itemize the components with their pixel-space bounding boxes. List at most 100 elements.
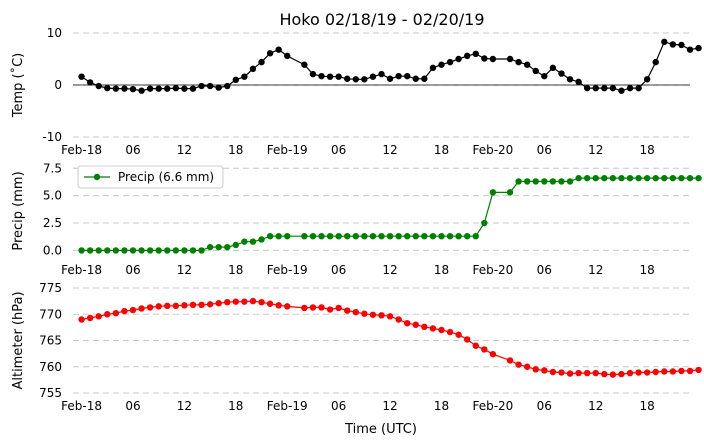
data-point — [78, 73, 85, 80]
data-point — [378, 312, 385, 319]
x-tick-label: 06 — [331, 399, 346, 413]
data-point — [455, 232, 462, 240]
data-point — [601, 84, 608, 92]
x-tick-label: 18 — [228, 399, 243, 413]
data-point — [215, 243, 222, 251]
data-point — [181, 85, 188, 92]
x-tick-label: 06 — [125, 263, 140, 277]
data-point — [344, 307, 351, 314]
data-point — [549, 368, 557, 376]
data-point — [532, 67, 539, 75]
data-point — [86, 314, 94, 322]
data-point — [121, 307, 128, 315]
y-tick-label: 770 — [39, 307, 62, 321]
x-tick-label: 12 — [382, 263, 397, 277]
series-line — [81, 177, 699, 251]
data-point — [506, 55, 514, 63]
data-point — [215, 84, 222, 91]
data-point — [618, 87, 625, 94]
series-line — [81, 300, 699, 376]
data-point — [318, 72, 325, 80]
data-point — [232, 76, 240, 84]
data-point — [309, 70, 317, 78]
data-point — [155, 303, 162, 310]
data-point — [258, 58, 265, 66]
data-point — [78, 316, 85, 323]
data-point — [258, 298, 265, 306]
x-axis-label: Time (UTC) — [344, 422, 417, 437]
data-point — [601, 174, 608, 182]
data-point — [652, 58, 659, 66]
data-point — [583, 369, 591, 377]
data-point — [241, 298, 248, 305]
data-point — [198, 301, 205, 308]
data-point — [335, 73, 342, 80]
x-tick-label: Feb-19 — [267, 143, 308, 157]
data-point — [386, 232, 394, 240]
data-point — [249, 297, 257, 305]
data-point — [566, 178, 574, 185]
data-point — [301, 304, 308, 312]
data-point — [678, 367, 685, 375]
x-tick-label: 12 — [177, 143, 192, 157]
data-point — [344, 232, 351, 240]
data-point — [643, 369, 651, 376]
data-point — [669, 41, 677, 48]
y-axis-label: Temp (˚C) — [10, 53, 26, 119]
data-point — [198, 82, 205, 90]
data-point — [669, 174, 677, 182]
data-point — [189, 247, 197, 254]
x-tick-label: 18 — [228, 143, 243, 157]
data-point — [258, 236, 265, 243]
y-tick-label: 5.0 — [43, 189, 62, 203]
x-tick-label: 12 — [588, 399, 603, 413]
y-tick-label: 7.5 — [43, 161, 62, 175]
data-point — [232, 298, 240, 305]
x-tick-label: 06 — [125, 143, 140, 157]
data-point — [361, 232, 368, 240]
data-point — [164, 85, 171, 92]
data-point — [352, 76, 359, 83]
data-point — [146, 304, 154, 311]
data-point — [481, 219, 488, 227]
y-tick-label: 10 — [47, 26, 62, 40]
data-point — [455, 331, 462, 338]
data-point — [284, 303, 291, 310]
data-point — [335, 232, 342, 240]
y-axis-label: Precip (mm) — [11, 171, 26, 250]
data-point — [369, 73, 377, 80]
data-point — [472, 232, 479, 240]
y-tick-label: 775 — [39, 281, 62, 295]
data-point — [138, 87, 145, 94]
x-tick-label: 06 — [537, 399, 552, 413]
x-tick-label: 18 — [434, 263, 449, 277]
data-point — [549, 178, 557, 185]
data-point — [463, 336, 471, 343]
data-point — [395, 72, 402, 80]
y-tick-label: 760 — [39, 360, 62, 374]
data-point — [592, 174, 599, 182]
data-point — [446, 232, 454, 240]
data-point — [695, 366, 702, 374]
data-point — [378, 232, 385, 240]
data-point — [181, 247, 188, 254]
data-point — [541, 72, 548, 80]
data-point — [326, 73, 334, 80]
data-point — [575, 78, 582, 86]
data-point — [326, 306, 334, 313]
x-tick-label: 12 — [177, 263, 192, 277]
x-tick-label: 18 — [640, 143, 655, 157]
x-tick-label: Feb-20 — [472, 399, 513, 413]
x-tick-label: 06 — [331, 263, 346, 277]
data-point — [686, 174, 694, 182]
data-point — [523, 363, 531, 370]
series-line — [81, 41, 699, 92]
data-point — [506, 189, 514, 196]
data-point — [626, 174, 634, 182]
data-point — [592, 84, 599, 92]
data-point — [284, 52, 291, 60]
data-point — [189, 301, 197, 308]
data-point — [249, 65, 257, 73]
data-point — [626, 84, 634, 92]
